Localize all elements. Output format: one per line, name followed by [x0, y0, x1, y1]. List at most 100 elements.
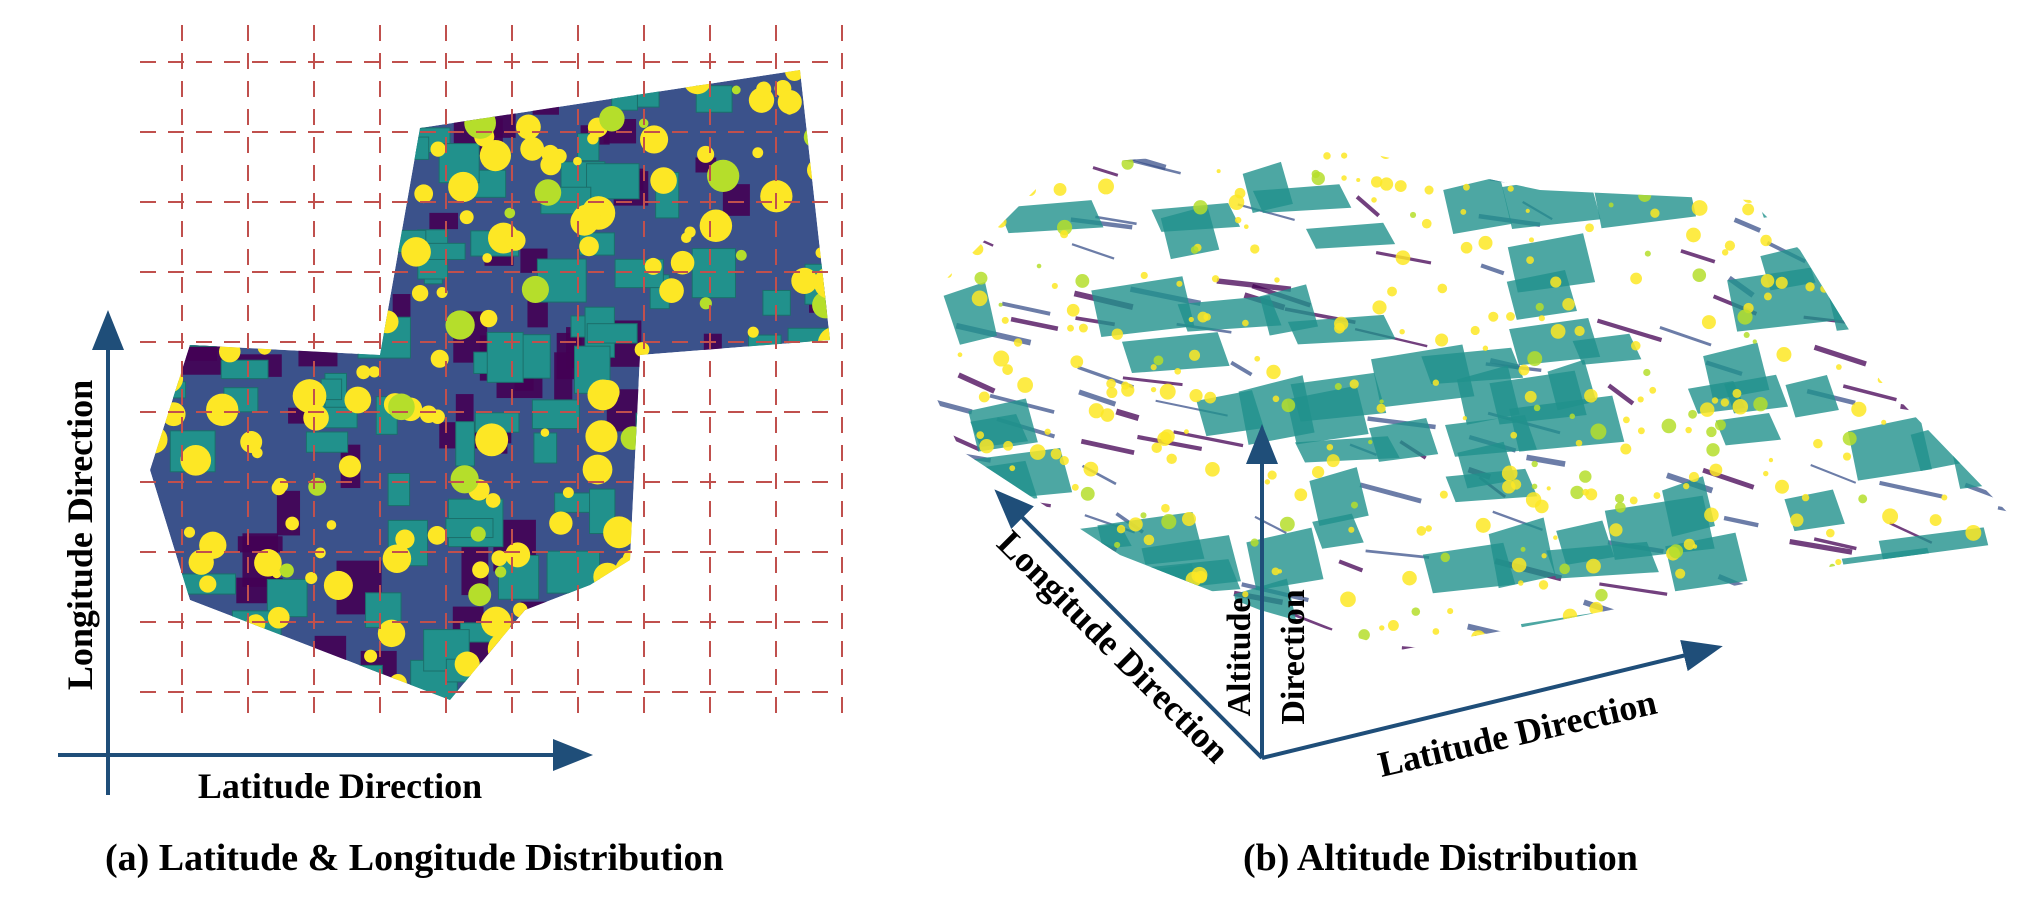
tree-points — [1341, 152, 1348, 159]
tree-points — [1706, 443, 1720, 457]
tree-canopy — [151, 180, 173, 202]
tree-points — [1140, 512, 1147, 519]
tree-canopy — [226, 171, 256, 201]
tree-points — [1506, 312, 1515, 321]
tree-points — [1111, 328, 1123, 340]
tree-points — [979, 438, 994, 454]
tree-points — [1643, 368, 1651, 377]
tree-points — [1570, 485, 1584, 500]
tree-points — [1524, 390, 1537, 403]
low-ground-patch — [298, 321, 338, 367]
building-roof — [983, 625, 1032, 650]
tree-points — [1067, 324, 1074, 332]
tree-canopy — [308, 477, 327, 496]
tree-canopy — [752, 147, 764, 159]
tree-points — [1242, 591, 1249, 598]
tree-points — [1432, 379, 1440, 386]
tree-points — [1649, 386, 1657, 394]
tree-canopy — [816, 275, 826, 285]
tree-canopy — [599, 106, 625, 132]
tree-points — [1071, 483, 1079, 491]
building-patch — [205, 161, 231, 191]
tree-points — [1562, 298, 1575, 311]
tree-canopy — [641, 368, 675, 402]
tree-points — [1447, 608, 1454, 615]
ground-scanline — [1835, 575, 1884, 597]
tree-canopy — [626, 587, 637, 599]
ground-scanline — [1651, 628, 1681, 648]
ground-scanline — [1853, 605, 1900, 627]
tree-canopy — [743, 588, 761, 606]
tree-points — [1197, 311, 1209, 323]
tree-points — [1988, 450, 2001, 463]
building-patch — [691, 248, 736, 299]
tree-canopy — [279, 563, 294, 578]
tree-points — [1189, 611, 1194, 616]
tree-points — [1918, 326, 1925, 333]
building-roof — [1177, 295, 1282, 332]
tree-points — [1894, 557, 1903, 565]
building-patch — [603, 628, 631, 652]
tree-points — [1183, 429, 1189, 435]
tree-canopy — [265, 231, 299, 265]
building-roof — [1591, 161, 1697, 229]
building-roof — [1445, 415, 1537, 457]
ground-scanline — [1949, 344, 1985, 360]
tree-canopy — [549, 511, 573, 535]
building-roof — [1662, 476, 1715, 537]
building-patch — [586, 323, 638, 344]
ground-scanline — [1173, 430, 1244, 448]
tree-canopy — [731, 85, 741, 95]
tree-canopy — [747, 326, 759, 338]
tree-points — [1949, 441, 1958, 450]
tree-points — [1205, 462, 1220, 477]
ground-scanline — [1754, 150, 1798, 170]
tree-canopy — [829, 201, 830, 221]
tree-points — [1358, 629, 1370, 641]
building-roof — [1242, 161, 1293, 213]
tree-points — [1395, 250, 1411, 266]
tree-points — [1828, 184, 1835, 192]
tree-canopy — [223, 183, 240, 200]
low-ground-patch — [278, 264, 295, 304]
low-ground-patch — [266, 93, 285, 110]
tree-points — [1969, 356, 1981, 369]
tree-points — [1014, 153, 1030, 169]
tree-points — [1510, 431, 1518, 439]
tree-points — [1661, 418, 1677, 434]
tree-points — [1541, 553, 1547, 559]
ground-scanline — [1810, 464, 1857, 484]
low-ground-patch — [429, 212, 459, 230]
tree-points — [998, 528, 1004, 534]
building-patch — [241, 77, 290, 126]
tree-points — [1858, 494, 1868, 504]
tree-canopy — [741, 367, 766, 391]
building-roof — [1971, 313, 2010, 339]
tree-points — [1348, 526, 1355, 533]
ground-scanline — [1133, 597, 1185, 612]
tree-points — [1743, 331, 1750, 338]
tree-points — [1161, 514, 1177, 530]
tree-points — [1254, 355, 1261, 362]
tree-points — [1387, 620, 1399, 631]
ground-scanline — [957, 372, 996, 394]
tree-points — [935, 595, 944, 609]
tree-points — [1686, 227, 1701, 243]
tree-canopy — [680, 232, 692, 243]
tree-canopy — [694, 536, 704, 546]
tree-points — [994, 651, 1005, 662]
tree-points — [976, 431, 985, 439]
tree-canopy — [615, 555, 646, 586]
tree-points — [1189, 349, 1201, 361]
tree-points — [1991, 460, 1997, 466]
ground-scanline — [1001, 301, 1051, 316]
building-roof — [1368, 417, 1439, 462]
tree-points — [1852, 206, 1867, 222]
tree-canopy — [774, 474, 803, 503]
tree-canopy — [815, 247, 827, 259]
tree-canopy — [373, 186, 385, 198]
tree-points — [1234, 216, 1242, 224]
tree-points — [1349, 379, 1359, 389]
tree-points — [1279, 516, 1295, 532]
ground-scanline — [1960, 566, 1987, 586]
